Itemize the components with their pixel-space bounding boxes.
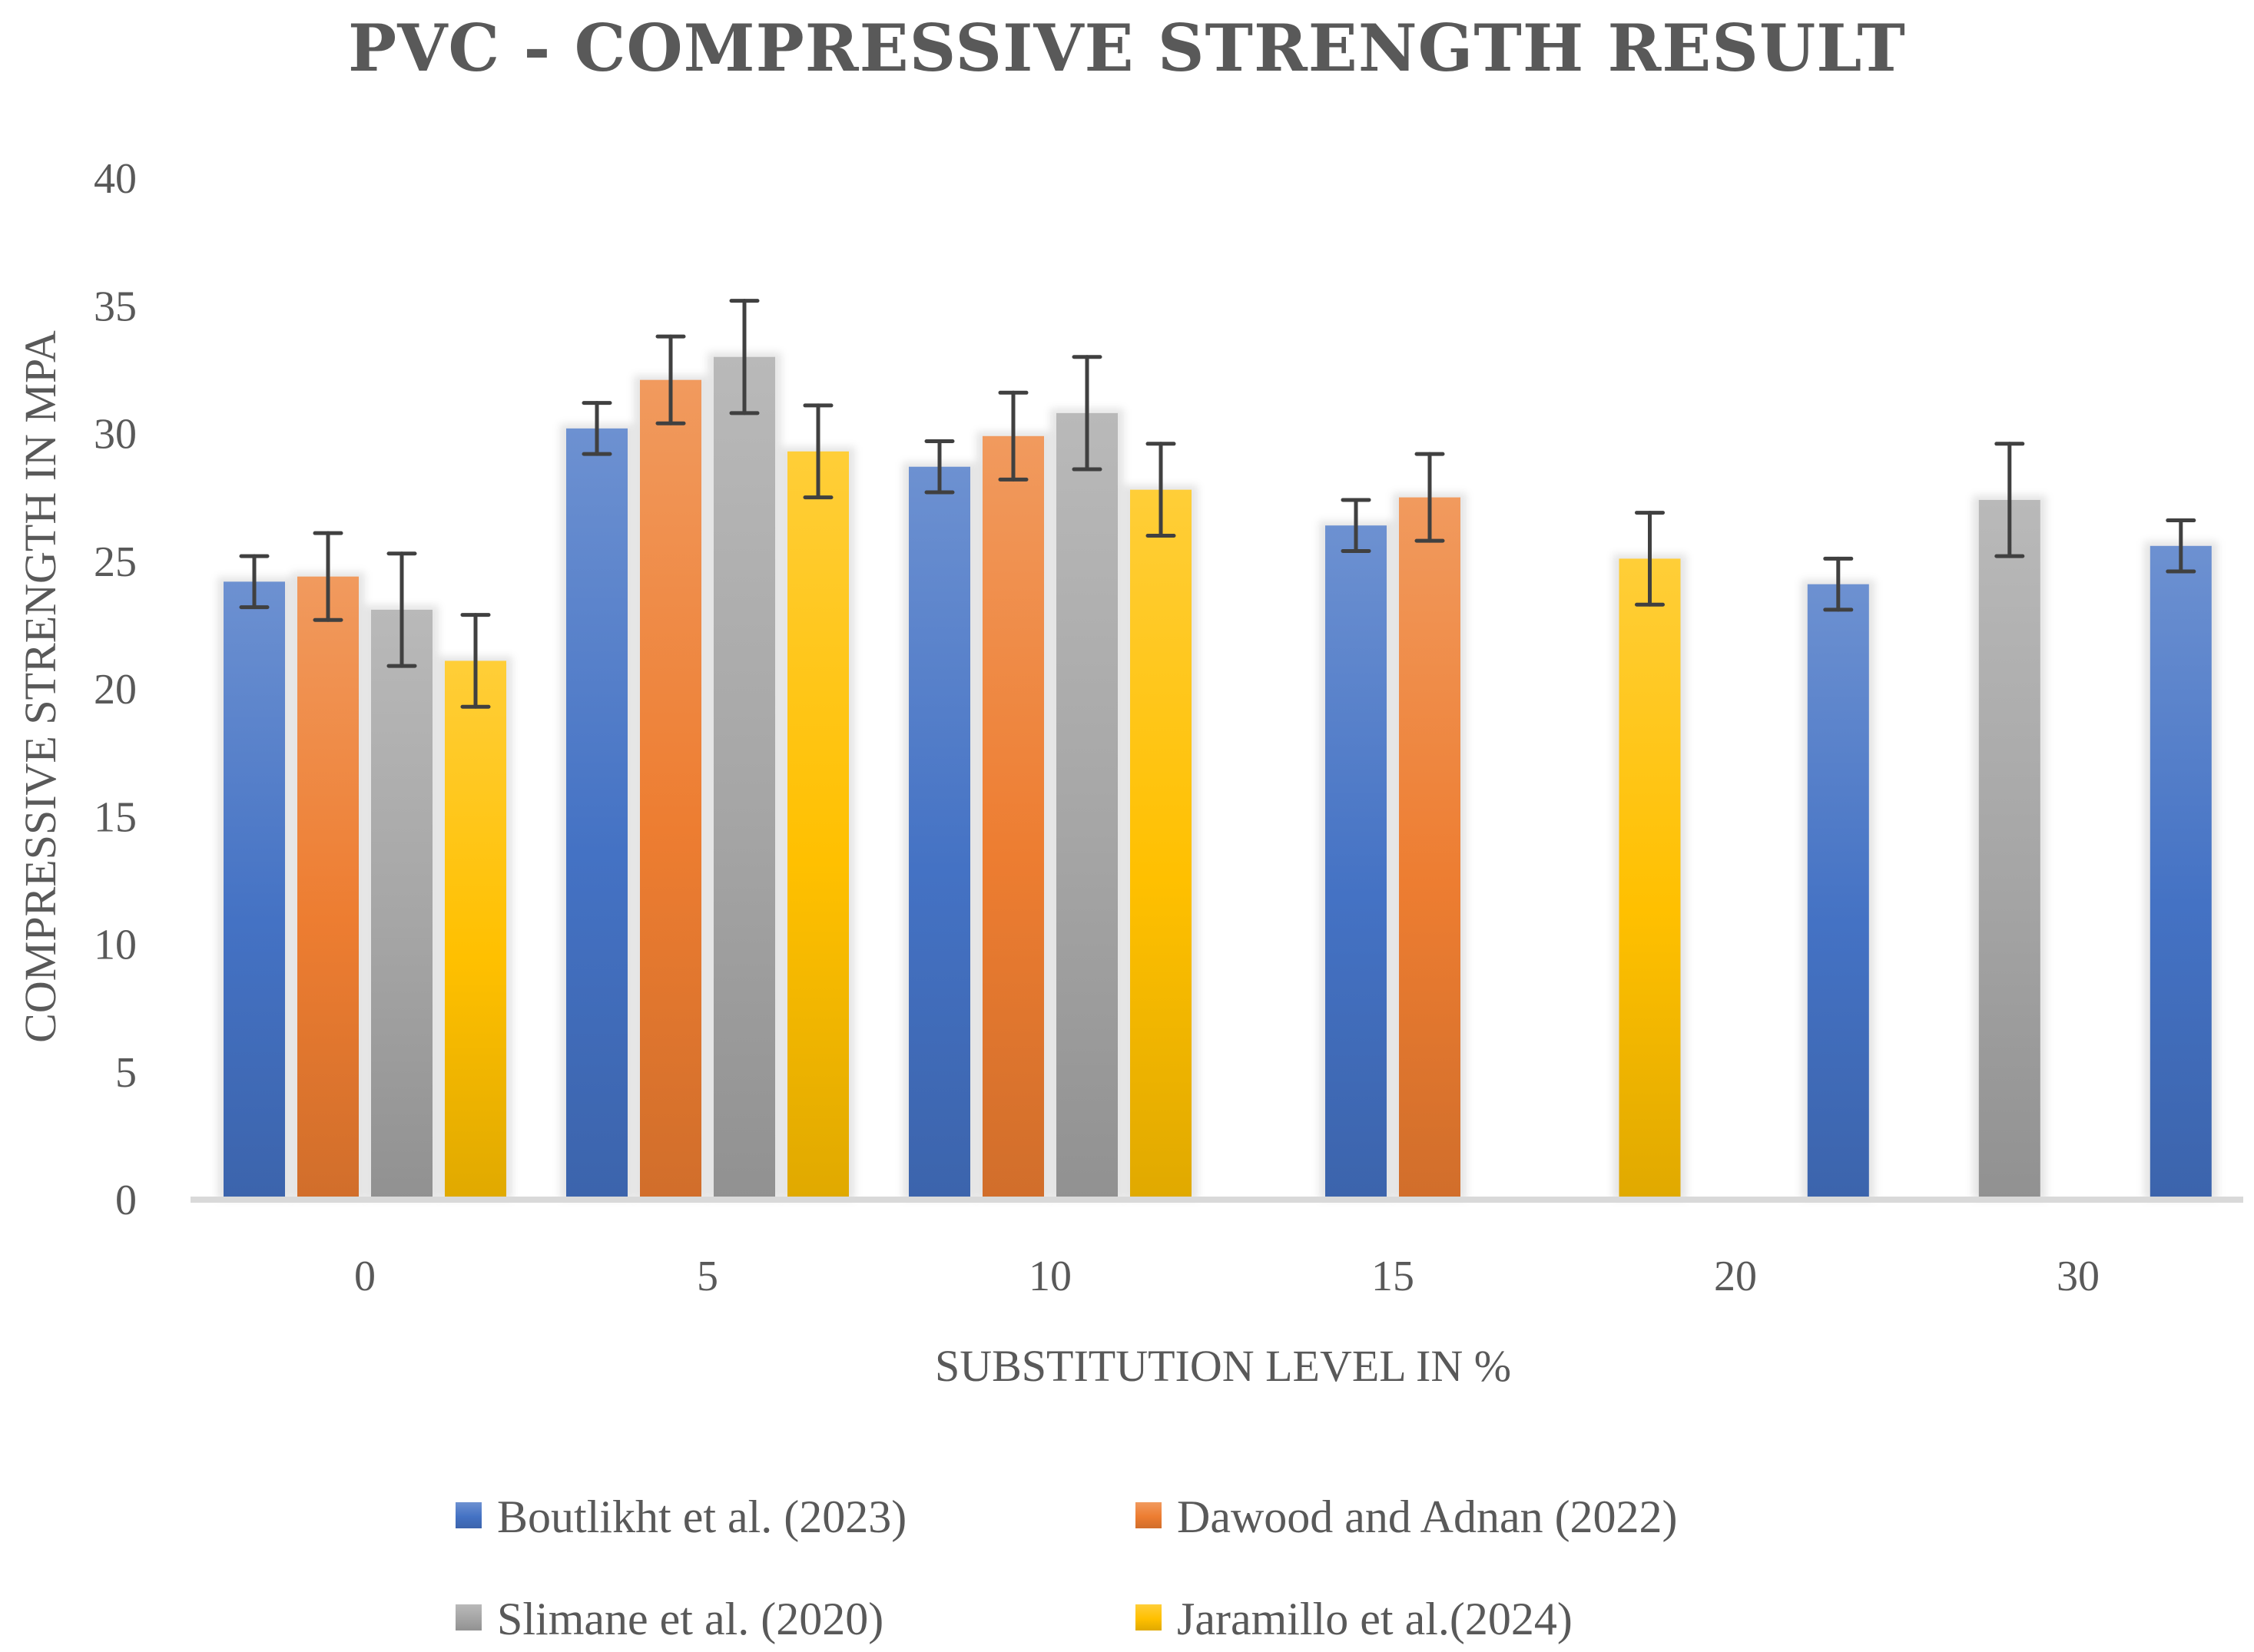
bar — [909, 466, 970, 1200]
chart-title: PVC - COMPRESSIVE STRENGTH RESULT — [348, 10, 1906, 86]
legend-entry: Jaramillo et al.(2024) — [1135, 1594, 1573, 1644]
error-bar — [1635, 511, 1665, 607]
bar — [224, 581, 285, 1200]
bar — [1130, 489, 1192, 1200]
error-bars — [239, 299, 2196, 709]
y-tick-label: 30 — [94, 411, 137, 459]
legend-entry: Slimane et al. (2020) — [456, 1594, 883, 1644]
error-bar — [386, 551, 417, 668]
bar — [445, 660, 506, 1200]
error-bar — [1145, 442, 1176, 538]
error-bar — [313, 531, 343, 622]
y-axis-label: COMPRESSIVE STRENGTH IN MPA — [15, 330, 65, 1043]
error-bar — [1341, 498, 1371, 553]
legend-swatch — [1135, 1604, 1162, 1630]
bar — [566, 428, 628, 1200]
bar — [1399, 497, 1460, 1200]
legend-swatch — [456, 1604, 482, 1630]
error-bar — [1994, 442, 2025, 558]
y-tick-label: 10 — [94, 922, 137, 969]
bar — [1978, 499, 2040, 1200]
legend-label: Slimane et al. (2020) — [497, 1594, 883, 1644]
legend-entry: Dawood and Adnan (2022) — [1135, 1491, 1678, 1542]
y-tick-label: 35 — [94, 283, 137, 330]
bars — [217, 352, 2218, 1200]
bar — [1325, 525, 1387, 1200]
bar — [787, 451, 849, 1200]
bar — [1807, 584, 1869, 1200]
y-tick-label: 0 — [115, 1177, 137, 1224]
x-tick-label: 5 — [697, 1253, 718, 1300]
legend-swatch — [1135, 1502, 1162, 1528]
legend-label: Jaramillo et al.(2024) — [1177, 1594, 1573, 1644]
x-axis-ticks: 0 5 10 15 20 30 — [354, 1253, 2100, 1300]
error-bar — [582, 401, 612, 456]
error-bar — [924, 439, 955, 495]
error-bar — [803, 403, 834, 500]
x-tick-label: 30 — [2057, 1253, 2100, 1300]
y-axis-ticks: 0 5 10 15 20 25 30 35 40 — [94, 155, 137, 1224]
error-bar — [1414, 452, 1445, 543]
x-tick-label: 15 — [1371, 1253, 1414, 1300]
legend-label: Dawood and Adnan (2022) — [1177, 1491, 1678, 1542]
legend-swatch — [456, 1502, 482, 1528]
y-tick-label: 5 — [115, 1049, 137, 1097]
y-tick-label: 40 — [94, 155, 137, 203]
bar — [983, 435, 1044, 1200]
bar — [1619, 558, 1681, 1200]
error-bar — [998, 390, 1029, 482]
bar — [297, 576, 359, 1200]
bar — [371, 609, 433, 1200]
error-bar — [1823, 556, 1854, 612]
error-bar — [2166, 518, 2196, 574]
bar — [640, 379, 701, 1200]
y-tick-label: 15 — [94, 793, 137, 841]
x-tick-label: 10 — [1029, 1253, 1072, 1300]
error-bar — [655, 334, 686, 425]
error-bar — [239, 554, 270, 610]
bar — [714, 356, 775, 1200]
error-bar — [460, 613, 491, 709]
bar — [1056, 412, 1118, 1200]
error-bar — [1072, 355, 1102, 472]
y-tick-label: 20 — [94, 666, 137, 713]
y-tick-label: 25 — [94, 538, 137, 586]
x-tick-label: 0 — [354, 1253, 376, 1300]
bar — [2150, 545, 2212, 1200]
legend: Boutlikht et al. (2023) Dawood and Adnan … — [456, 1491, 1678, 1644]
x-tick-label: 20 — [1714, 1253, 1757, 1300]
legend-label: Boutlikht et al. (2023) — [497, 1491, 907, 1542]
error-bar — [729, 299, 760, 415]
x-axis-label: SUBSTITUTION LEVEL IN % — [935, 1341, 1511, 1391]
legend-entry: Boutlikht et al. (2023) — [456, 1491, 907, 1542]
